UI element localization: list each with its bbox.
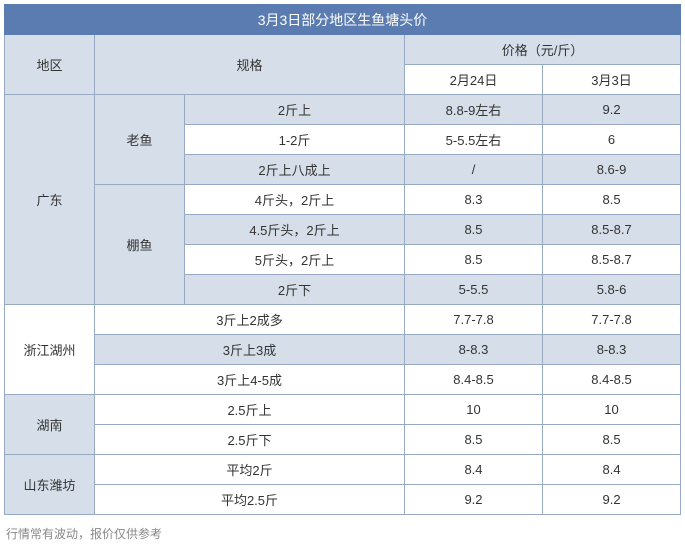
price-table: 3月3日部分地区生鱼塘头价 地区 规格 价格（元/斤） 2月24日 3月3日 广… [4, 4, 681, 515]
price-cell: 8.4 [543, 455, 681, 485]
price-cell: 7.7-7.8 [543, 305, 681, 335]
table-row: 3斤上3成 8-8.3 8-8.3 [5, 335, 681, 365]
spec-cell: 平均2.5斤 [95, 485, 405, 515]
price-table-container: 3月3日部分地区生鱼塘头价 地区 规格 价格（元/斤） 2月24日 3月3日 广… [4, 4, 681, 542]
price-cell: 7.7-7.8 [405, 305, 543, 335]
col-region: 地区 [5, 35, 95, 95]
col-spec: 规格 [95, 35, 405, 95]
spec-cell: 2.5斤下 [95, 425, 405, 455]
spec-cell: 2斤下 [185, 275, 405, 305]
price-cell: 8.3 [405, 185, 543, 215]
table-row: 3斤上4-5成 8.4-8.5 8.4-8.5 [5, 365, 681, 395]
spec-cell: 2斤上八成上 [185, 155, 405, 185]
price-cell: 10 [543, 395, 681, 425]
price-cell: 8.5 [543, 185, 681, 215]
price-cell: 8.4-8.5 [405, 365, 543, 395]
price-cell: 5.8-6 [543, 275, 681, 305]
price-cell: 10 [405, 395, 543, 425]
col-date2: 3月3日 [543, 65, 681, 95]
price-cell: 8.5 [405, 215, 543, 245]
table-row: 棚鱼 4斤头，2斤上 8.3 8.5 [5, 185, 681, 215]
header-row-1: 地区 规格 价格（元/斤） [5, 35, 681, 65]
region-shandong: 山东潍坊 [5, 455, 95, 515]
table-row: 2.5斤下 8.5 8.5 [5, 425, 681, 455]
spec-cell: 平均2斤 [95, 455, 405, 485]
col-price: 价格（元/斤） [405, 35, 681, 65]
price-cell: 9.2 [543, 95, 681, 125]
spec-cell: 3斤上2成多 [95, 305, 405, 335]
price-cell: 8.5 [405, 425, 543, 455]
spec-cell: 3斤上4-5成 [95, 365, 405, 395]
table-row: 山东潍坊 平均2斤 8.4 8.4 [5, 455, 681, 485]
table-row: 广东 老鱼 2斤上 8.8-9左右 9.2 [5, 95, 681, 125]
spec-cell: 2斤上 [185, 95, 405, 125]
price-cell: 6 [543, 125, 681, 155]
region-guangdong: 广东 [5, 95, 95, 305]
col-date1: 2月24日 [405, 65, 543, 95]
region-zhejiang: 浙江湖州 [5, 305, 95, 395]
spec-cell: 4.5斤头，2斤上 [185, 215, 405, 245]
table-row: 湖南 2.5斤上 10 10 [5, 395, 681, 425]
table-title: 3月3日部分地区生鱼塘头价 [5, 5, 681, 35]
price-cell: 9.2 [543, 485, 681, 515]
price-cell: 8-8.3 [405, 335, 543, 365]
table-title-row: 3月3日部分地区生鱼塘头价 [5, 5, 681, 35]
price-cell: 9.2 [405, 485, 543, 515]
price-cell: 5-5.5 [405, 275, 543, 305]
spec-cell: 3斤上3成 [95, 335, 405, 365]
spec-cell: 2.5斤上 [95, 395, 405, 425]
type-old: 老鱼 [95, 95, 185, 185]
price-cell: 8.5-8.7 [543, 215, 681, 245]
footer-note: 行情常有波动，报价仅供参考 [4, 525, 681, 542]
price-cell: 8-8.3 [543, 335, 681, 365]
price-cell: 8.5-8.7 [543, 245, 681, 275]
price-cell: 5-5.5左右 [405, 125, 543, 155]
price-cell: / [405, 155, 543, 185]
spec-cell: 5斤头，2斤上 [185, 245, 405, 275]
spec-cell: 1-2斤 [185, 125, 405, 155]
table-row: 平均2.5斤 9.2 9.2 [5, 485, 681, 515]
price-cell: 8.6-9 [543, 155, 681, 185]
spec-cell: 4斤头，2斤上 [185, 185, 405, 215]
price-cell: 8.8-9左右 [405, 95, 543, 125]
price-cell: 8.5 [405, 245, 543, 275]
price-cell: 8.4 [405, 455, 543, 485]
type-shed: 棚鱼 [95, 185, 185, 305]
price-cell: 8.4-8.5 [543, 365, 681, 395]
price-cell: 8.5 [543, 425, 681, 455]
region-hunan: 湖南 [5, 395, 95, 455]
table-row: 浙江湖州 3斤上2成多 7.7-7.8 7.7-7.8 [5, 305, 681, 335]
